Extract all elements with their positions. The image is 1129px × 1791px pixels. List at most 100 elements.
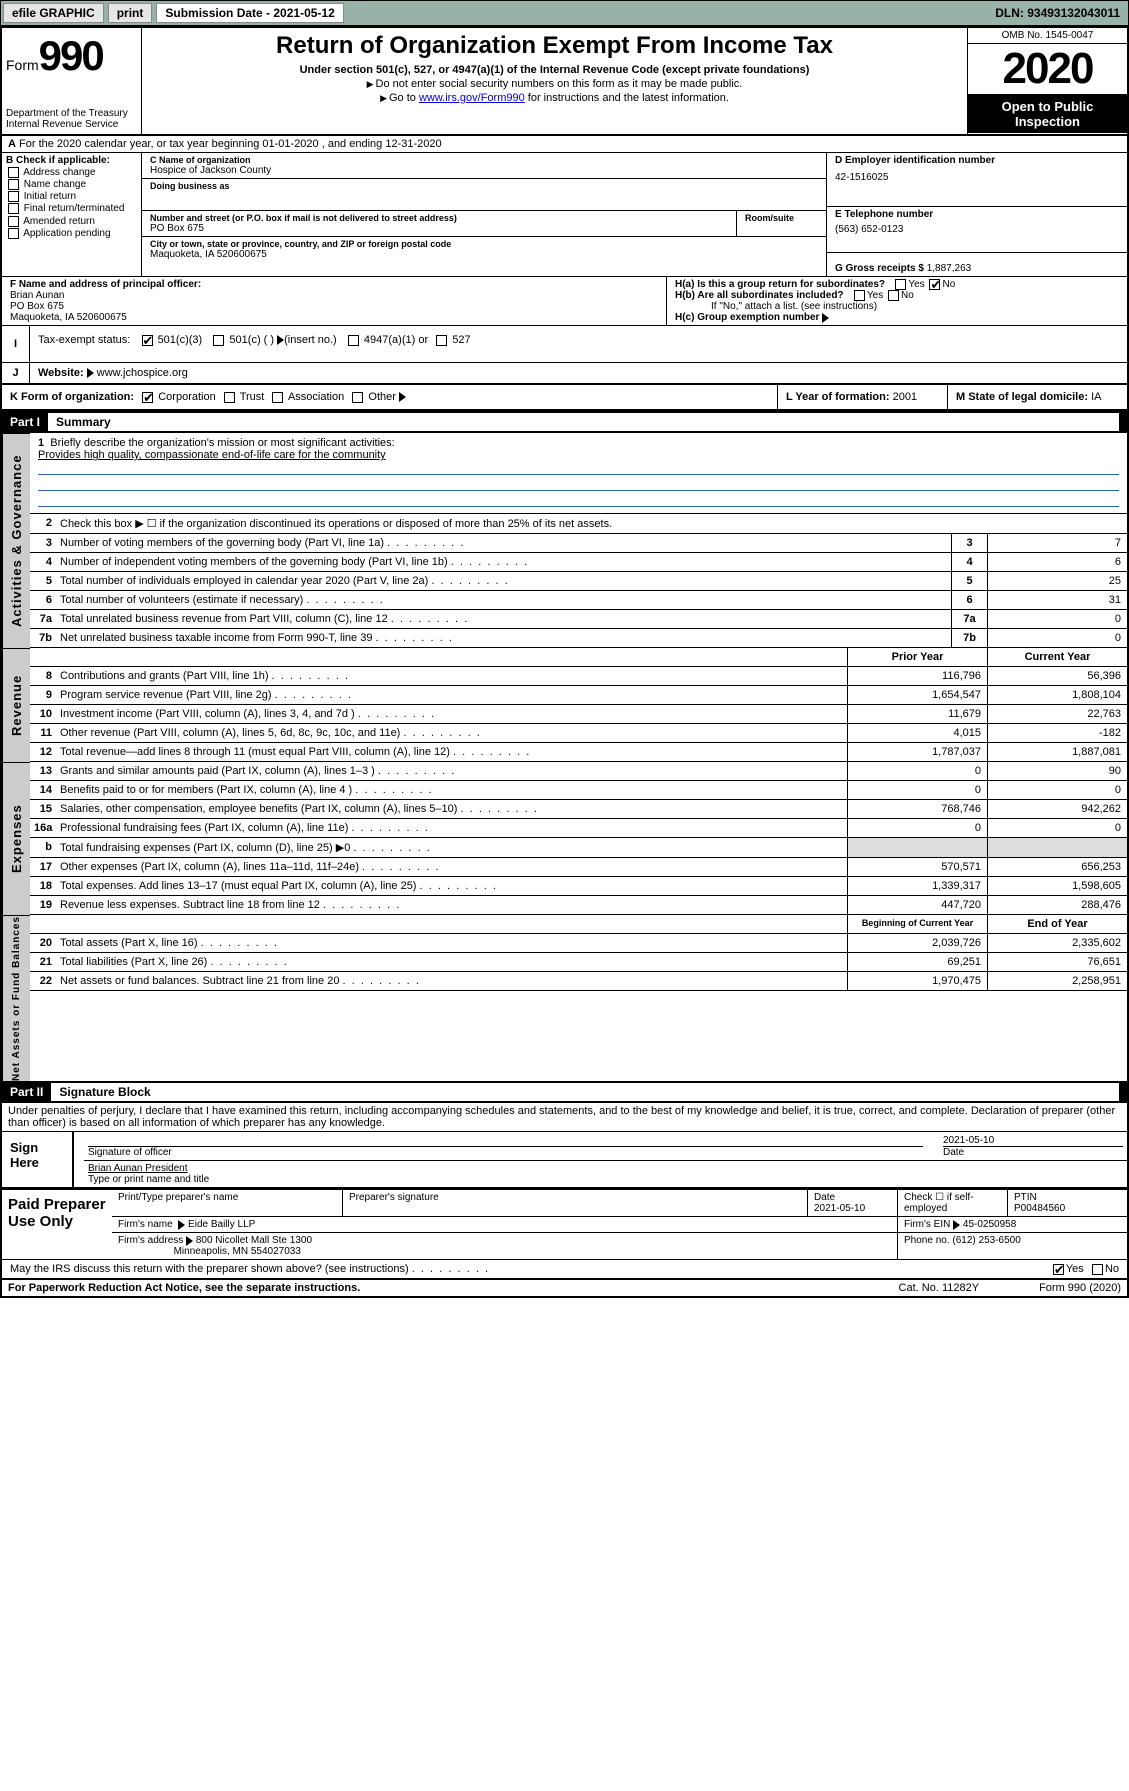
form-header: Form990 Department of the Treasury Inter… xyxy=(2,28,1127,136)
city-cell: City or town, state or province, country… xyxy=(142,237,826,262)
discuss-yes[interactable] xyxy=(1053,1264,1064,1275)
expenses-section: Expenses 13Grants and similar amounts pa… xyxy=(2,762,1127,915)
part2-header: Part II Signature Block xyxy=(2,1081,1127,1103)
net-row: 20Total assets (Part X, line 16)2,039,72… xyxy=(30,934,1127,953)
chk-other[interactable] xyxy=(352,392,363,403)
sig-name-row: Brian Aunan PresidentType or print name … xyxy=(84,1161,1127,1187)
prep-name-label: Print/Type preparer's name xyxy=(118,1192,238,1203)
chk-name-change[interactable]: Name change xyxy=(6,179,137,190)
hb-no[interactable] xyxy=(888,290,899,301)
chk-amended[interactable]: Amended return xyxy=(6,216,137,227)
discuss-no[interactable] xyxy=(1092,1264,1103,1275)
paid-preparer-block: Paid Preparer Use Only Print/Type prepar… xyxy=(2,1189,1127,1259)
irs-link[interactable]: www.irs.gov/Form990 xyxy=(419,92,525,104)
net-assets-section: Net Assets or Fund Balances Beginning of… xyxy=(2,915,1127,1081)
gross-label: G Gross receipts $ xyxy=(835,263,924,274)
gov-row: 7aTotal unrelated business revenue from … xyxy=(30,610,1127,629)
year-formation: 2001 xyxy=(893,391,917,403)
dba-label: Doing business as xyxy=(150,181,818,191)
officer-addr1: PO Box 675 xyxy=(10,301,658,312)
ein-label: D Employer identification number xyxy=(835,155,1119,166)
chk-assoc[interactable] xyxy=(272,392,283,403)
governance-section: Activities & Governance 1 Briefly descri… xyxy=(2,433,1127,648)
net-row: 22Net assets or fund balances. Subtract … xyxy=(30,972,1127,991)
paid-date-label: Date xyxy=(814,1192,835,1203)
firm-ein: 45-0250958 xyxy=(963,1219,1016,1230)
state-domicile: IA xyxy=(1091,391,1101,403)
part1-header: Part I Summary xyxy=(2,411,1127,433)
net-row: 21Total liabilities (Part X, line 26)69,… xyxy=(30,953,1127,972)
tab-expenses: Expenses xyxy=(2,762,30,915)
name-title-label: Type or print name and title xyxy=(88,1174,1123,1185)
chk-4947[interactable] xyxy=(348,335,359,346)
chk-501c[interactable] xyxy=(213,335,224,346)
line-a-text: For the 2020 calendar year, or tax year … xyxy=(19,138,442,150)
gross-value: 1,887,263 xyxy=(927,263,972,274)
chk-trust[interactable] xyxy=(224,392,235,403)
discuss-row: May the IRS discuss this return with the… xyxy=(2,1259,1127,1279)
officer-addr2: Maquoketa, IA 520600675 xyxy=(10,312,658,323)
h-a: H(a) Is this a group return for subordin… xyxy=(675,279,1119,290)
form-subtitle: Under section 501(c), 527, or 4947(a)(1)… xyxy=(150,64,959,76)
website-value: www.jchospice.org xyxy=(97,367,188,379)
tab-net-assets: Net Assets or Fund Balances xyxy=(2,915,30,1081)
firm-ein-label: Firm's EIN xyxy=(904,1219,950,1230)
efile-button[interactable]: efile GRAPHIC xyxy=(3,3,104,23)
exp-row: 17Other expenses (Part IX, column (A), l… xyxy=(30,858,1127,877)
tab-governance: Activities & Governance xyxy=(2,433,30,648)
rev-header-row: Prior YearCurrent Year xyxy=(30,648,1127,667)
rev-row: 11Other revenue (Part VIII, column (A), … xyxy=(30,724,1127,743)
form-title: Return of Organization Exempt From Incom… xyxy=(150,32,959,60)
sig-officer-label: Signature of officer xyxy=(88,1146,923,1158)
website-row: Website: www.jchospice.org xyxy=(30,363,1127,383)
firm-phone: (612) 253-6500 xyxy=(952,1235,1020,1246)
j-label: J xyxy=(2,363,30,383)
form-footer: For Paperwork Reduction Act Notice, see … xyxy=(2,1279,1127,1296)
b-header: B Check if applicable: xyxy=(6,155,137,166)
phone-label: E Telephone number xyxy=(835,209,1119,220)
rev-row: 12Total revenue—add lines 8 through 11 (… xyxy=(30,743,1127,762)
col-c-d: C Name of organization Hospice of Jackso… xyxy=(142,153,1127,276)
self-employed-check[interactable]: Check ☐ if self-employed xyxy=(897,1190,1007,1216)
chk-initial-return[interactable]: Initial return xyxy=(6,191,137,202)
ein-value: 42-1516025 xyxy=(835,172,1119,183)
arrow-icon xyxy=(822,313,829,323)
exp-row: 18Total expenses. Add lines 13–17 (must … xyxy=(30,877,1127,896)
i-text: Tax-exempt status: xyxy=(38,334,130,346)
dba-cell: Doing business as xyxy=(142,179,826,211)
discuss-text: May the IRS discuss this return with the… xyxy=(10,1263,488,1275)
part1-num: Part I xyxy=(10,415,48,429)
exp-row: 13Grants and similar amounts paid (Part … xyxy=(30,762,1127,781)
note2-pre: Go to xyxy=(389,92,419,104)
gross-receipts-cell: G Gross receipts $ 1,887,263 xyxy=(827,253,1127,276)
ha-no[interactable] xyxy=(929,279,940,290)
hb-yes[interactable] xyxy=(854,290,865,301)
part1-title: Summary xyxy=(48,413,1119,431)
chk-corp[interactable] xyxy=(142,392,153,403)
city-label: City or town, state or province, country… xyxy=(150,239,818,249)
org-name-label: C Name of organization xyxy=(150,155,818,165)
chk-final-return[interactable]: Final return/terminated xyxy=(6,203,137,214)
ha-yes[interactable] xyxy=(895,279,906,290)
chk-application-pending[interactable]: Application pending xyxy=(6,228,137,239)
chk-527[interactable] xyxy=(436,335,447,346)
l-cell: L Year of formation: 2001 xyxy=(777,385,947,409)
addr-label: Number and street (or P.O. box if mail i… xyxy=(150,213,728,223)
firm-name: Eide Bailly LLP xyxy=(188,1219,255,1230)
signature-block: Sign Here Signature of officer 2021-05-1… xyxy=(2,1132,1127,1189)
net-header-row: Beginning of Current YearEnd of Year xyxy=(30,915,1127,934)
rev-row: 10Investment income (Part VIII, column (… xyxy=(30,705,1127,724)
city-state-zip: Maquoketa, IA 520600675 xyxy=(150,249,818,260)
omb-number: OMB No. 1545-0047 xyxy=(968,28,1127,44)
paid-date: 2021-05-10 xyxy=(814,1203,865,1214)
f-h-row: F Name and address of principal officer:… xyxy=(2,277,1127,326)
exp-row: 16aProfessional fundraising fees (Part I… xyxy=(30,819,1127,838)
form-note-link: Go to www.irs.gov/Form990 for instructio… xyxy=(150,92,959,104)
website-label: Website: xyxy=(38,367,84,379)
paid-row-1: Print/Type preparer's name Preparer's si… xyxy=(112,1190,1127,1217)
print-button[interactable]: print xyxy=(108,3,153,23)
chk-address-change[interactable]: Address change xyxy=(6,167,137,178)
note2-post: for instructions and the latest informat… xyxy=(525,92,729,104)
i-label: I xyxy=(2,326,30,362)
chk-501c3[interactable] xyxy=(142,335,153,346)
